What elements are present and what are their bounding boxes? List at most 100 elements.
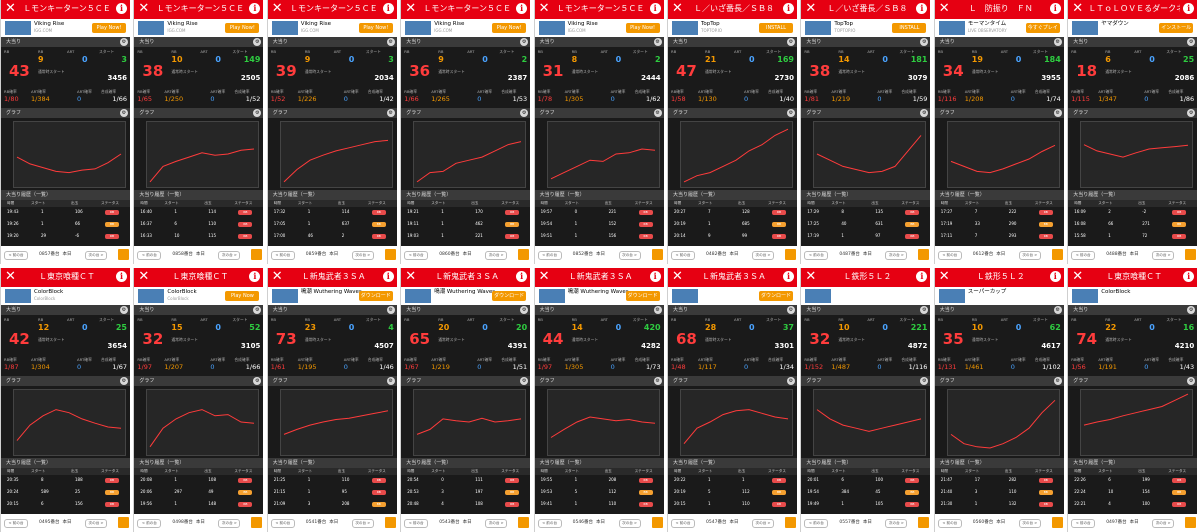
close-icon[interactable]: ✕	[138, 269, 150, 284]
history-row[interactable]: 17:29 8 135 RB	[801, 208, 930, 216]
ad-banner[interactable]: 鳴潮 Wuthering Waves ダウンロード	[267, 287, 397, 305]
history-row[interactable]: 17:19 1 97 RB	[801, 232, 930, 240]
history-row[interactable]: 17:19 33 290 BB	[935, 220, 1064, 228]
close-icon[interactable]: ✕	[5, 269, 16, 284]
close-icon[interactable]: ✕	[271, 1, 283, 16]
info-icon[interactable]: i	[1049, 271, 1061, 282]
next-button[interactable]: 次の台 >	[218, 251, 241, 260]
info-icon[interactable]: i	[783, 3, 794, 14]
prev-button[interactable]: < 前の台	[1071, 251, 1096, 260]
history-row[interactable]: 17:27 7 222 RB	[935, 208, 1064, 216]
gear-icon[interactable]: ⚙	[386, 38, 395, 46]
info-icon[interactable]: i	[916, 271, 928, 282]
history-row[interactable]: 20:01 6 100 RB	[801, 476, 930, 484]
info-icon[interactable]: i	[783, 271, 794, 282]
gear-icon[interactable]: ⚙	[920, 109, 929, 117]
history-row[interactable]: 19:43 1 106 RB	[1, 208, 130, 216]
ad-action-button[interactable]: ダウンロード	[492, 291, 527, 301]
gear-icon[interactable]: ⚙	[1053, 306, 1062, 314]
info-icon[interactable]: i	[1183, 3, 1195, 14]
close-icon[interactable]: ✕	[938, 269, 950, 284]
ad-action-button[interactable]: Play Now!	[492, 23, 527, 33]
next-button[interactable]: 次の台 >	[485, 519, 508, 528]
gear-icon[interactable]: ⚙	[653, 306, 662, 314]
close-icon[interactable]: ✕	[805, 269, 817, 284]
menu-icon[interactable]	[384, 249, 396, 260]
close-icon[interactable]: ✕	[672, 269, 683, 284]
info-icon[interactable]: i	[249, 3, 261, 14]
next-button[interactable]: 次の台 >	[85, 251, 107, 260]
ad-action-button[interactable]: 今すぐプレイ	[1025, 23, 1060, 33]
history-row[interactable]: 15:58 1 72 RB	[1068, 232, 1197, 240]
history-row[interactable]: 19:03 1 221 RB	[401, 232, 530, 240]
history-row[interactable]: 21:40 3 110 BB	[935, 488, 1064, 496]
next-button[interactable]: 次の台 >	[885, 519, 908, 528]
close-icon[interactable]: ✕	[938, 1, 950, 16]
info-icon[interactable]: i	[516, 3, 528, 14]
next-button[interactable]: 次の台 >	[351, 519, 374, 528]
history-row[interactable]: 20:35 8 188 RB	[1, 476, 130, 484]
prev-button[interactable]: < 前の台	[937, 251, 962, 260]
gear-icon[interactable]: ⚙	[787, 109, 795, 117]
history-row[interactable]: 19:49 1 105 RB	[801, 500, 930, 508]
prev-button[interactable]: < 前の台	[537, 519, 562, 528]
menu-icon[interactable]	[785, 249, 796, 260]
ad-action-button[interactable]: INSTALL	[759, 23, 793, 33]
info-icon[interactable]: i	[1049, 3, 1061, 14]
gear-icon[interactable]: ⚙	[787, 377, 795, 385]
gear-icon[interactable]: ⚙	[787, 38, 795, 46]
prev-button[interactable]: < 前の台	[804, 251, 829, 260]
prev-button[interactable]: < 前の台	[4, 519, 28, 528]
ad-banner[interactable]: ColorBlock	[1068, 287, 1198, 305]
history-row[interactable]: 20:08 1 108 RB	[134, 476, 263, 484]
gear-icon[interactable]: ⚙	[520, 377, 529, 385]
next-button[interactable]: 次の台 >	[752, 519, 774, 528]
gear-icon[interactable]: ⚙	[120, 38, 128, 46]
close-icon[interactable]: ✕	[538, 269, 550, 284]
history-row[interactable]: 19:54 1 152 RB	[535, 220, 664, 228]
history-row[interactable]: 19:53 5 112 BB	[535, 488, 664, 496]
info-icon[interactable]: i	[382, 3, 394, 14]
history-row[interactable]: 19:54 384 45 BB	[801, 488, 930, 496]
ad-action-button[interactable]: ダウンロード	[358, 291, 393, 301]
ad-action-button[interactable]: Play Now!	[225, 23, 260, 33]
ad-action-button[interactable]: Play Now!	[92, 23, 126, 33]
ad-banner[interactable]: ColorBlock ColorBlock Play Now	[134, 287, 264, 305]
gear-icon[interactable]: ⚙	[1187, 377, 1196, 385]
history-row[interactable]: 20:48 4 108 RB	[401, 500, 530, 508]
ad-banner[interactable]: ダウンロード	[668, 287, 797, 305]
info-icon[interactable]: i	[116, 3, 127, 14]
close-icon[interactable]: ✕	[405, 1, 417, 16]
history-row[interactable]: 16:37 6 110 RB	[134, 220, 263, 228]
history-row[interactable]: 21:30 1 132 RB	[935, 500, 1064, 508]
history-row[interactable]: 22:26 6 199 RB	[1068, 476, 1197, 484]
ad-banner[interactable]: Viking Rise IGG.COM Play Now!	[134, 19, 264, 37]
prev-button[interactable]: < 前の台	[671, 251, 695, 260]
info-icon[interactable]: i	[649, 271, 661, 282]
close-icon[interactable]: ✕	[5, 1, 16, 16]
next-button[interactable]: 次の台 >	[1018, 519, 1041, 528]
gear-icon[interactable]: ⚙	[1053, 377, 1062, 385]
gear-icon[interactable]: ⚙	[1053, 38, 1062, 46]
history-row[interactable]: 17:25 40 631 BB	[801, 220, 930, 228]
menu-icon[interactable]	[518, 249, 530, 260]
history-row[interactable]: 16:33 10 115 RB	[134, 232, 263, 240]
next-button[interactable]: 次の台 >	[885, 251, 908, 260]
prev-button[interactable]: < 前の台	[804, 519, 829, 528]
gear-icon[interactable]: ⚙	[920, 38, 929, 46]
history-row[interactable]: 19:56 1 148 RB	[134, 500, 263, 508]
menu-icon[interactable]	[1051, 517, 1063, 528]
history-row[interactable]: 19:20 29 -6 RB	[1, 232, 130, 240]
gear-icon[interactable]: ⚙	[520, 109, 529, 117]
ad-banner[interactable]: TopTop TOPTOP.IO INSTALL	[668, 19, 797, 37]
menu-icon[interactable]	[651, 517, 663, 528]
ad-banner[interactable]: スーパーカップ	[934, 287, 1064, 305]
prev-button[interactable]: < 前の台	[937, 519, 962, 528]
history-row[interactable]: 17:11 7 293 RB	[935, 232, 1064, 240]
history-row[interactable]: 16:09 2 -2 RB	[1068, 208, 1197, 216]
gear-icon[interactable]: ⚙	[653, 109, 662, 117]
close-icon[interactable]: ✕	[1072, 1, 1084, 16]
ad-banner[interactable]	[801, 287, 931, 305]
history-row[interactable]: 16:40 1 114 RB	[134, 208, 263, 216]
prev-button[interactable]: < 前の台	[537, 251, 562, 260]
